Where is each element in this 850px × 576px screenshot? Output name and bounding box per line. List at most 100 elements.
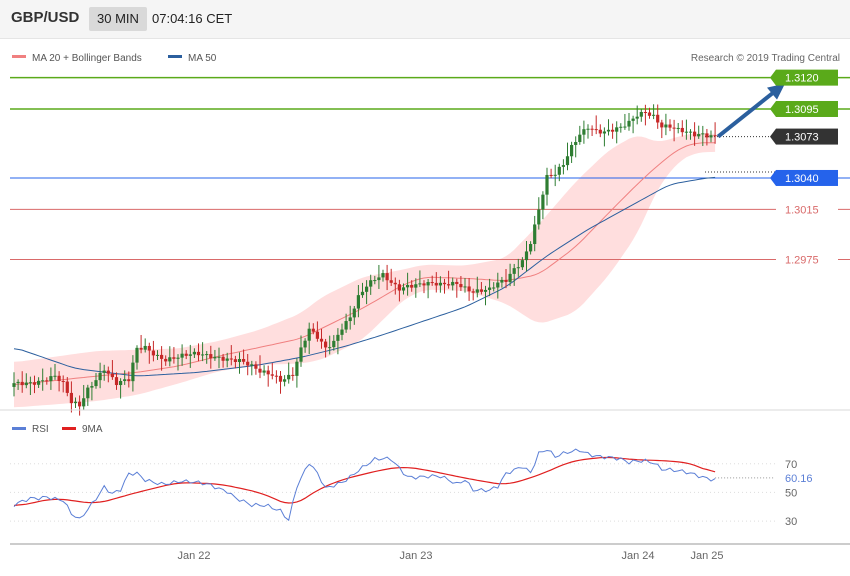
- timeframe-button[interactable]: 30 MIN: [89, 7, 147, 31]
- candle: [385, 264, 389, 291]
- candle-body: [598, 129, 602, 134]
- x-tick-label: Jan 22: [177, 550, 210, 562]
- candle: [303, 338, 307, 353]
- candle-body: [278, 375, 283, 382]
- candle-body: [65, 381, 69, 393]
- candle-body: [656, 114, 660, 123]
- candle-body: [590, 128, 594, 130]
- candle-body: [270, 374, 274, 376]
- candle-body: [242, 358, 246, 362]
- level-tag-bg: [776, 201, 838, 218]
- candle-body: [496, 282, 500, 288]
- candle-body: [192, 351, 196, 355]
- legend-ma20-label: MA 20 + Bollinger Bands: [32, 53, 142, 64]
- candle-body: [291, 374, 295, 376]
- candle-body: [86, 387, 90, 399]
- candle-body: [176, 357, 180, 359]
- candle-body: [414, 284, 418, 288]
- candle-body: [188, 354, 192, 356]
- level-tag-pointer: [770, 169, 776, 186]
- candle: [524, 241, 529, 272]
- candle: [12, 372, 16, 397]
- level-tag-bg: [776, 251, 838, 268]
- candle-body: [537, 209, 541, 225]
- candle: [701, 125, 705, 147]
- candle: [623, 113, 627, 130]
- candle-body: [360, 291, 365, 296]
- candle-body: [131, 362, 135, 382]
- candle-body: [545, 174, 549, 195]
- level-tag: 1.3095: [770, 100, 838, 117]
- candle-body: [106, 370, 110, 374]
- candle: [373, 275, 377, 285]
- candle-body: [180, 353, 184, 358]
- candle: [508, 263, 512, 287]
- candle-body: [250, 364, 254, 366]
- credit-text: Research © 2019 Trading Central: [691, 53, 840, 64]
- candle: [237, 352, 242, 374]
- candle-body: [237, 358, 242, 363]
- candle-body: [410, 284, 414, 288]
- candle-body: [356, 295, 360, 309]
- rsi-tick-label: 30: [785, 516, 797, 528]
- candle-body: [377, 277, 381, 281]
- candle: [643, 104, 647, 126]
- candle: [242, 349, 246, 365]
- candle: [635, 105, 639, 125]
- price-panel: 1.3120 1.3095 1.3073 1.3040 1.3015 1.2975: [10, 69, 850, 416]
- candle-body: [676, 127, 680, 129]
- candle-body: [324, 341, 328, 348]
- candle-body: [12, 383, 16, 387]
- candle-body: [471, 291, 475, 293]
- candle: [78, 395, 82, 416]
- level-tag-bg: [776, 169, 838, 186]
- candle: [324, 338, 328, 358]
- candle: [709, 130, 713, 143]
- candle: [82, 384, 86, 411]
- candle: [196, 343, 201, 362]
- symbol-label: GBP/USD: [11, 9, 80, 26]
- level-tag-pointer: [770, 100, 776, 117]
- candle: [668, 119, 672, 132]
- candle: [90, 381, 94, 401]
- candle-body: [606, 129, 611, 132]
- candle-body: [709, 135, 713, 138]
- candle-body: [500, 279, 504, 283]
- candle: [65, 377, 69, 397]
- legend-rsi-swatch: [12, 427, 26, 430]
- level-tag-pointer: [770, 128, 776, 145]
- ma9-line: [13, 456, 716, 507]
- candle: [209, 345, 213, 369]
- candle: [266, 365, 270, 387]
- candle: [73, 397, 78, 408]
- candle: [615, 121, 619, 144]
- candle: [442, 278, 447, 294]
- candle-body: [430, 282, 434, 284]
- candle-body: [701, 133, 705, 135]
- candle: [697, 125, 701, 139]
- candle-body: [660, 122, 664, 128]
- candle: [340, 323, 344, 341]
- candle: [381, 269, 385, 282]
- candle: [619, 123, 623, 133]
- candle: [606, 119, 611, 136]
- candle: [135, 345, 139, 370]
- candle: [627, 112, 631, 131]
- candle: [496, 272, 500, 299]
- candle: [49, 367, 53, 390]
- candle: [217, 347, 221, 369]
- candle-body: [713, 135, 717, 137]
- candle: [102, 364, 106, 381]
- candle: [672, 119, 676, 142]
- candle: [504, 269, 508, 289]
- candle-body: [246, 361, 250, 366]
- candle-body: [283, 379, 287, 382]
- candle: [119, 378, 123, 399]
- candle: [652, 104, 656, 120]
- candle: [688, 129, 693, 140]
- level-tag: 1.3015: [776, 201, 838, 218]
- candle-body: [565, 156, 570, 166]
- candle: [684, 119, 688, 140]
- candle-body: [475, 289, 479, 293]
